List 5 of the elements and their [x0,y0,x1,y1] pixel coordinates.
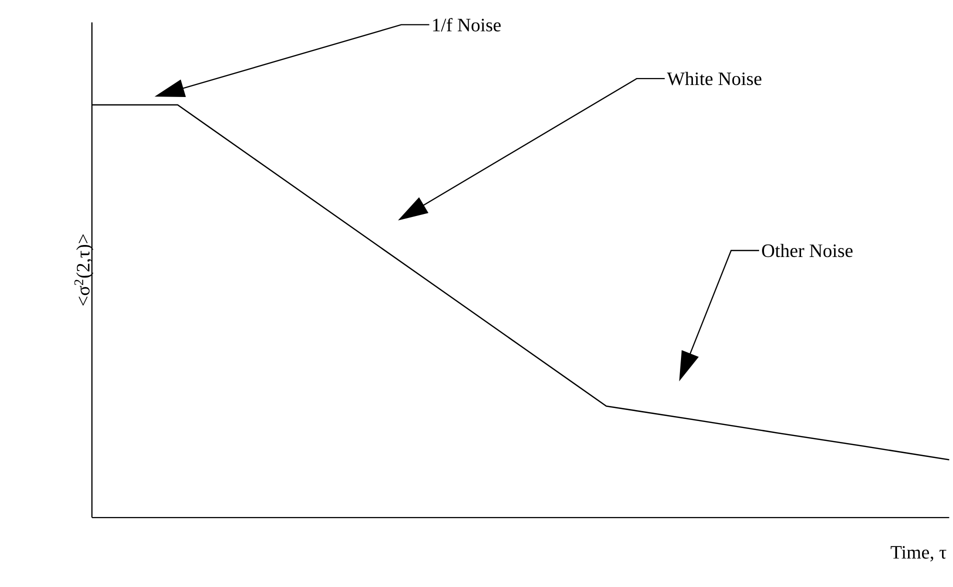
text: 1/f Noise [433,18,501,32]
annotation: Other Noise [762,244,853,257]
y-axis-title: <σ$^{2}$(2,τ)> [74,234,94,306]
text: White Noise [666,72,762,86]
x-axis-title: Time, τ [890,546,946,562]
